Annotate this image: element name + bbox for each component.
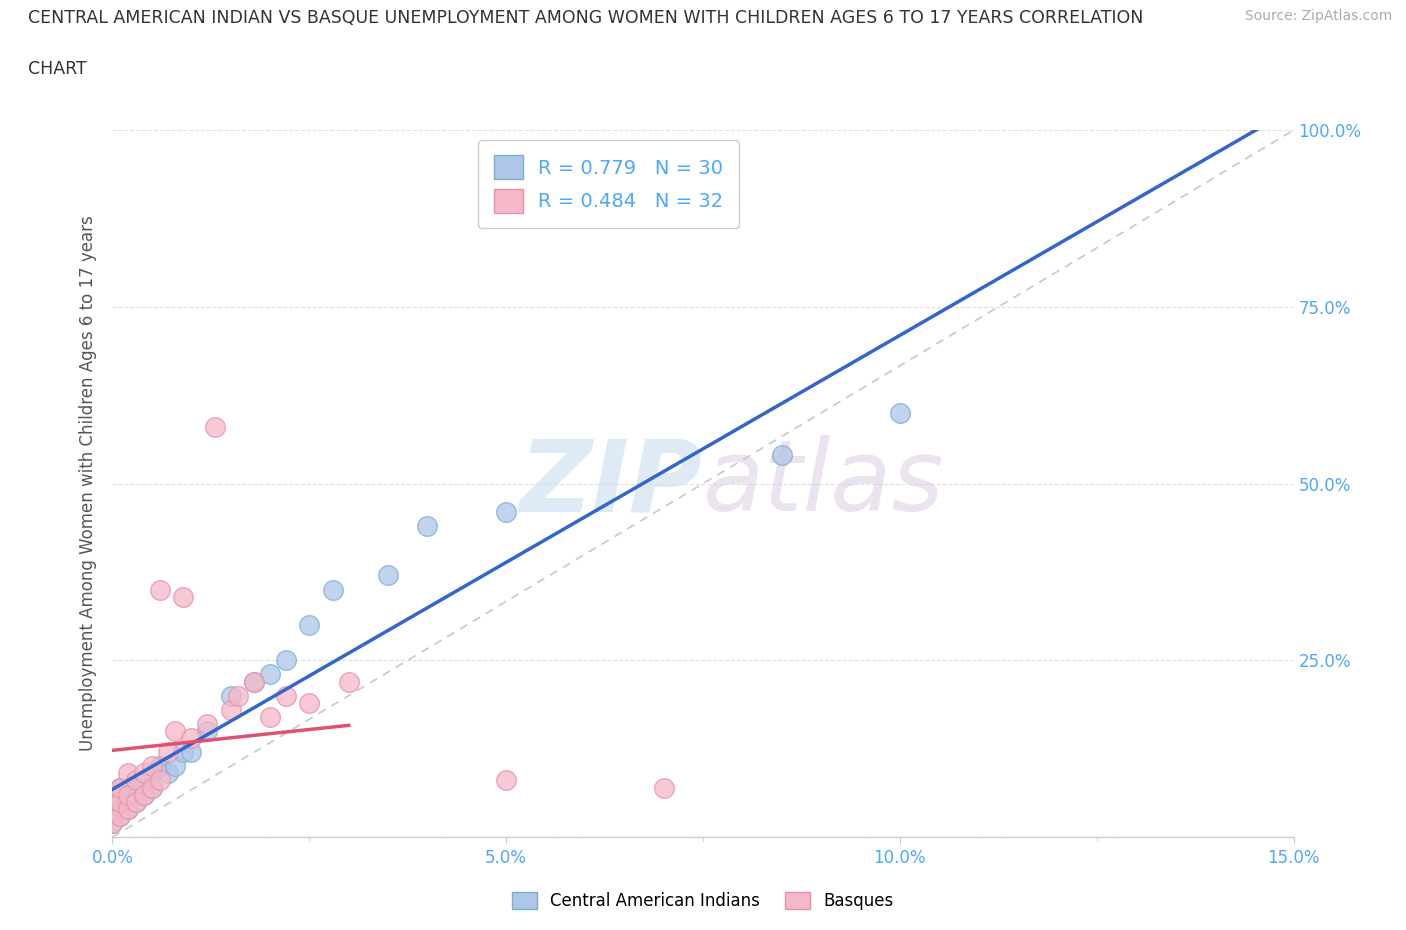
Point	[117, 787, 139, 802]
Point	[322, 582, 344, 597]
Point	[652, 780, 675, 795]
Point	[110, 780, 132, 795]
Point	[156, 766, 179, 781]
Point	[337, 674, 360, 689]
Point	[274, 688, 297, 703]
Point	[165, 724, 187, 738]
Point	[117, 802, 139, 817]
Point	[228, 688, 250, 703]
Point	[219, 702, 242, 717]
Point	[141, 759, 163, 774]
Point	[259, 667, 281, 682]
Point	[172, 745, 194, 760]
Point	[243, 674, 266, 689]
Point	[101, 802, 124, 817]
Point	[101, 816, 124, 830]
Point	[204, 419, 226, 434]
Point	[274, 653, 297, 668]
Point	[180, 745, 202, 760]
Point	[149, 759, 172, 774]
Point	[180, 731, 202, 746]
Point	[377, 568, 399, 583]
Legend: R = 0.779   N = 30, R = 0.484   N = 32: R = 0.779 N = 30, R = 0.484 N = 32	[478, 140, 740, 228]
Point	[110, 780, 132, 795]
Point	[195, 716, 218, 731]
Point	[101, 787, 124, 802]
Point	[219, 688, 242, 703]
Point	[132, 787, 155, 802]
Text: CENTRAL AMERICAN INDIAN VS BASQUE UNEMPLOYMENT AMONG WOMEN WITH CHILDREN AGES 6 : CENTRAL AMERICAN INDIAN VS BASQUE UNEMPL…	[28, 9, 1143, 27]
Point	[117, 766, 139, 781]
Point	[416, 519, 439, 534]
Point	[243, 674, 266, 689]
Legend: Central American Indians, Basques: Central American Indians, Basques	[505, 885, 901, 917]
Point	[110, 794, 132, 809]
Point	[156, 745, 179, 760]
Point	[165, 759, 187, 774]
Point	[259, 710, 281, 724]
Point	[149, 773, 172, 788]
Point	[110, 808, 132, 823]
Point	[117, 802, 139, 817]
Point	[770, 448, 793, 463]
Point	[298, 696, 321, 711]
Point	[125, 794, 148, 809]
Text: Source: ZipAtlas.com: Source: ZipAtlas.com	[1244, 9, 1392, 23]
Point	[132, 773, 155, 788]
Point	[117, 787, 139, 802]
Point	[195, 724, 218, 738]
Point	[889, 405, 911, 420]
Point	[495, 773, 517, 788]
Point	[132, 766, 155, 781]
Point	[101, 816, 124, 830]
Point	[125, 773, 148, 788]
Text: CHART: CHART	[28, 60, 87, 78]
Point	[141, 766, 163, 781]
Text: atlas: atlas	[703, 435, 945, 532]
Point	[125, 794, 148, 809]
Text: ZIP: ZIP	[520, 435, 703, 532]
Point	[110, 808, 132, 823]
Point	[141, 780, 163, 795]
Point	[101, 802, 124, 817]
Point	[141, 780, 163, 795]
Point	[132, 787, 155, 802]
Point	[125, 780, 148, 795]
Point	[110, 794, 132, 809]
Point	[149, 582, 172, 597]
Point	[495, 504, 517, 519]
Y-axis label: Unemployment Among Women with Children Ages 6 to 17 years: Unemployment Among Women with Children A…	[79, 216, 97, 751]
Point	[172, 590, 194, 604]
Point	[298, 618, 321, 632]
